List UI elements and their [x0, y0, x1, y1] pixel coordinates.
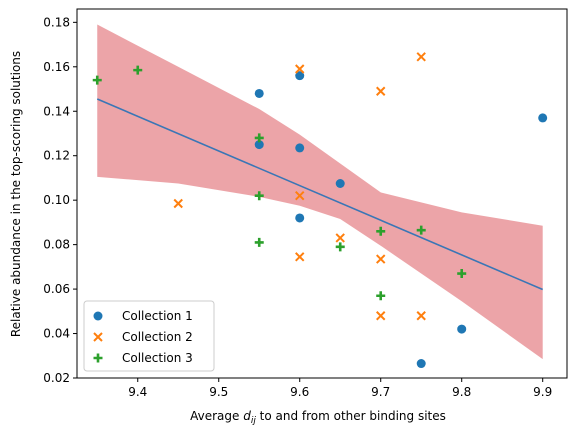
y-tick-label: 0.10 — [43, 193, 70, 207]
data-point-collection-1 — [335, 178, 345, 188]
y-tick-label: 0.18 — [43, 15, 70, 29]
y-tick-label: 0.04 — [43, 327, 70, 341]
data-point-collection-3 — [335, 242, 345, 252]
legend-box — [83, 300, 215, 372]
y-tick-label: 0.16 — [43, 60, 70, 74]
data-point-collection-2 — [295, 191, 305, 201]
data-point-collection-2 — [295, 252, 305, 262]
data-point-collection-2 — [416, 311, 426, 321]
y-tick-label: 0.02 — [43, 371, 70, 385]
y-axis-label: Relative abundance in the top-scoring so… — [9, 51, 23, 337]
data-point-collection-3 — [416, 225, 426, 235]
x-tick-label: 9.4 — [128, 385, 147, 399]
data-point-collection-3 — [376, 226, 386, 236]
legend-marker-collection-2 — [93, 332, 103, 342]
data-point-collection-3 — [133, 65, 143, 75]
plot-area-frame — [76, 8, 568, 379]
y-tick-label: 0.14 — [43, 104, 70, 118]
x-tick-label: 9.6 — [290, 385, 309, 399]
data-point-collection-3 — [254, 133, 264, 143]
regression-line — [96, 98, 544, 291]
data-point-collection-1 — [254, 140, 264, 150]
y-tick-label: 0.08 — [43, 238, 70, 252]
data-point-collection-2 — [173, 198, 183, 209]
data-point-collection-1 — [295, 213, 305, 223]
data-point-collection-3 — [254, 237, 264, 247]
x-axis-label: Average dij to and from other binding si… — [190, 409, 446, 426]
x-tick-label: 9.7 — [371, 385, 390, 399]
legend-marker-collection-1 — [93, 311, 103, 321]
confidence-band-layer — [97, 24, 543, 360]
data-point-collection-2 — [416, 52, 426, 62]
data-point-collection-1 — [254, 88, 264, 98]
confidence-band — [97, 24, 543, 360]
y-axis-ticks: 0.02 0.04 0.06 0.08 0.10 0.12 0.14 0.16 0.18 — [43, 15, 77, 385]
legend: Collection 1 Collection 2 Collection 3 — [83, 300, 215, 372]
legend-marker-collection-3 — [93, 353, 103, 363]
x-tick-label: 9.9 — [533, 385, 552, 399]
data-point-collection-2 — [376, 86, 386, 96]
data-point-collection-3 — [254, 191, 264, 201]
data-point-collection-3 — [92, 75, 102, 85]
legend-label-collection-3: Collection 3 — [122, 351, 193, 365]
x-axis-ticks: 9.4 9.5 9.6 9.7 9.8 9.9 — [128, 378, 552, 399]
data-point-collection-3 — [376, 291, 386, 301]
legend-label-collection-2: Collection 2 — [122, 330, 193, 344]
x-tick-label: 9.8 — [452, 385, 471, 399]
legend-label-collection-1: Collection 1 — [122, 309, 193, 323]
data-point-collection-3 — [457, 269, 467, 279]
data-point-collection-1 — [416, 359, 426, 369]
x-tick-label: 9.5 — [209, 385, 228, 399]
data-point-collection-1 — [295, 143, 305, 153]
data-point-collection-2 — [376, 254, 386, 264]
data-point-collection-1 — [538, 113, 548, 123]
data-point-collection-1 — [295, 71, 305, 81]
data-point-collection-2 — [376, 311, 386, 321]
y-tick-label: 0.12 — [43, 149, 70, 163]
data-point-collection-1 — [457, 324, 467, 334]
data-point-collection-2 — [295, 64, 305, 74]
regression-line-layer — [96, 98, 544, 291]
data-point-collection-2 — [335, 233, 345, 243]
data-points-layer — [92, 52, 548, 369]
y-tick-label: 0.06 — [43, 282, 70, 296]
